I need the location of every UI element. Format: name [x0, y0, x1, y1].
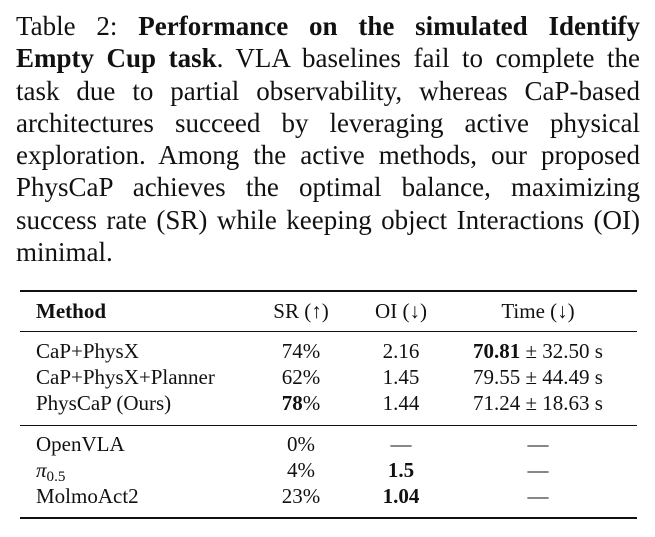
oi-cell: 1.04: [382, 484, 420, 508]
top-rule: [20, 290, 637, 292]
oi-cell: 1.44: [382, 391, 420, 415]
header-oi: OI (↓): [375, 299, 427, 323]
time-cell: 71.24 ± 18.63 s: [473, 391, 603, 415]
oi-cell: —: [390, 432, 412, 456]
time-cell: —: [527, 458, 549, 482]
method-cell: CaP+PhysX+Planner: [36, 365, 215, 389]
pi-symbol: π: [36, 458, 47, 482]
time-cell: 70.81 ± 32.50 s: [452, 338, 624, 364]
time-cell: —: [527, 484, 549, 508]
header-method: Method: [36, 299, 106, 323]
oi-cell: 1.45: [382, 365, 420, 389]
method-cell: PhysCaP (Ours): [36, 391, 172, 415]
table-row: CaP+PhysX+Planner 62% 1.45 79.55 ± 44.49…: [20, 364, 637, 390]
sr-cell: 0%: [287, 432, 315, 456]
header-row: Method SR (↑) OI (↓) Time (↓): [20, 298, 637, 324]
time-spread: ± 32.50 s: [520, 339, 603, 363]
pi-subscript: 0.5: [46, 468, 66, 485]
method-cell: π0.5: [36, 457, 66, 485]
table-row: PhysCaP (Ours) 78% 1.44 71.24 ± 18.63 s: [20, 390, 637, 416]
oi-cell: 1.5: [387, 458, 415, 482]
sr-cell: 23%: [281, 484, 321, 508]
method-cell: MolmoAct2: [36, 484, 139, 508]
table-row: OpenVLA 0% — —: [20, 431, 637, 457]
caption-title: Performance on the simulated Identify Em…: [16, 11, 641, 74]
sr-cell: 74%: [281, 339, 321, 363]
sr-percent: %: [302, 391, 321, 415]
caption-label: Table 2:: [16, 11, 118, 41]
sr-cell: 62%: [281, 365, 321, 389]
header-time: Time (↓): [501, 299, 575, 323]
sr-best-value: 78: [281, 391, 303, 415]
sr-cell: 78%: [256, 390, 346, 416]
method-cell: OpenVLA: [36, 432, 125, 456]
table-caption: Table 2: Performance on the simulated Id…: [16, 10, 640, 268]
header-sr: SR (↑): [273, 299, 329, 323]
group-rule: [20, 425, 637, 426]
caption-body: . VLA baselines fail to complete the tas…: [16, 43, 640, 268]
table-row: π0.5 4% 1.5 —: [20, 457, 637, 485]
oi-cell: 2.16: [382, 339, 420, 363]
table-row: MolmoAct2 23% 1.04 —: [20, 483, 637, 509]
header-rule: [20, 331, 637, 332]
time-best-value: 70.81: [473, 339, 521, 363]
time-cell: 79.55 ± 44.49 s: [473, 365, 603, 389]
bottom-rule: [20, 517, 637, 519]
table-row: CaP+PhysX 74% 2.16 70.81 ± 32.50 s: [20, 338, 637, 364]
time-cell: —: [527, 432, 549, 456]
sr-cell: 4%: [287, 458, 315, 482]
method-cell: CaP+PhysX: [36, 339, 139, 363]
